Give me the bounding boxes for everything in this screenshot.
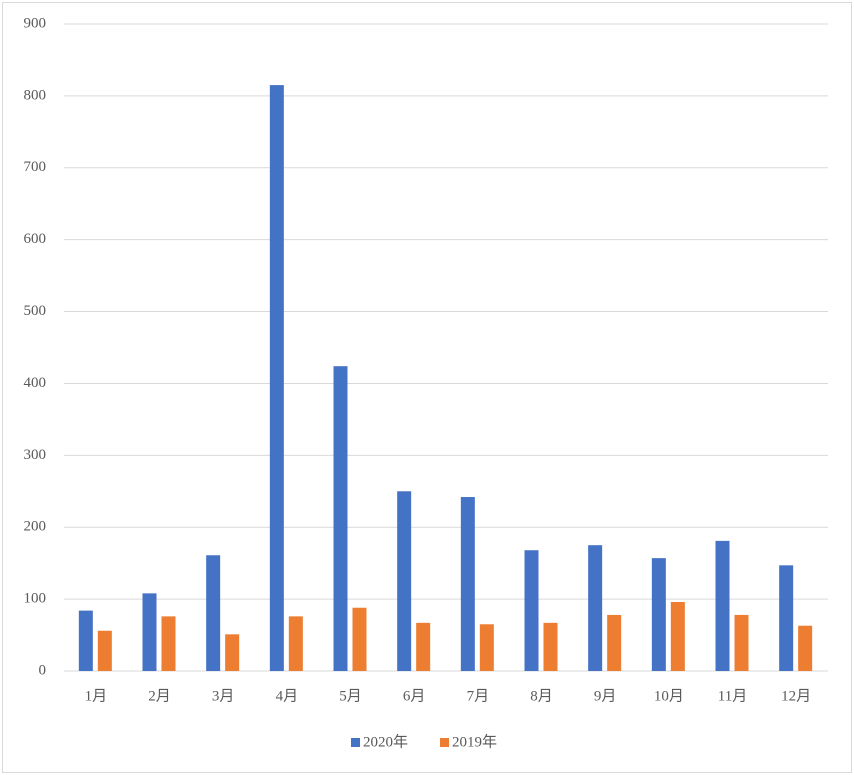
bar [607, 614, 622, 671]
bar [524, 550, 539, 671]
bar [161, 616, 176, 671]
x-tick-label: 7月 [467, 688, 490, 704]
x-tick-label: 6月 [403, 688, 426, 704]
legend-label: 2020年 [363, 733, 408, 750]
legend-label: 2019年 [452, 733, 497, 750]
bar [543, 622, 558, 671]
x-tick-label: 11月 [718, 688, 747, 704]
x-tick-label: 12月 [781, 688, 811, 704]
bar [333, 366, 348, 671]
bar [206, 555, 221, 671]
bar [479, 624, 494, 671]
bar [352, 607, 367, 671]
y-tick-label: 300 [24, 447, 47, 463]
bar [269, 85, 284, 672]
legend-swatch [440, 738, 449, 747]
x-tick-label: 4月 [276, 688, 299, 704]
y-tick-label: 900 [24, 15, 47, 31]
bar [715, 540, 730, 671]
legend-swatch [351, 738, 360, 747]
bar [670, 601, 685, 671]
bar [225, 634, 240, 671]
y-tick-label: 0 [39, 662, 47, 678]
x-tick-label: 9月 [594, 688, 617, 704]
bar [798, 625, 813, 671]
y-tick-label: 400 [24, 375, 47, 391]
bar [288, 616, 303, 671]
y-tick-label: 200 [24, 519, 47, 535]
bar [588, 545, 603, 671]
bar [142, 593, 157, 671]
y-tick-label: 700 [24, 159, 47, 175]
y-tick-label: 800 [24, 87, 47, 103]
bar [97, 630, 112, 671]
x-tick-label: 8月 [530, 688, 553, 704]
x-tick-label: 3月 [212, 688, 235, 704]
y-tick-label: 600 [24, 231, 47, 247]
bar [397, 491, 412, 671]
bar [78, 610, 93, 671]
x-tick-label: 1月 [85, 688, 108, 704]
y-tick-label: 500 [24, 303, 47, 319]
bar [779, 565, 794, 671]
bar [416, 622, 431, 671]
x-tick-label: 2月 [148, 688, 171, 704]
bar [460, 497, 475, 671]
bar [734, 614, 749, 671]
x-tick-label: 5月 [339, 688, 362, 704]
y-tick-label: 100 [24, 591, 47, 607]
x-tick-label: 10月 [654, 688, 684, 704]
bar [651, 558, 666, 671]
